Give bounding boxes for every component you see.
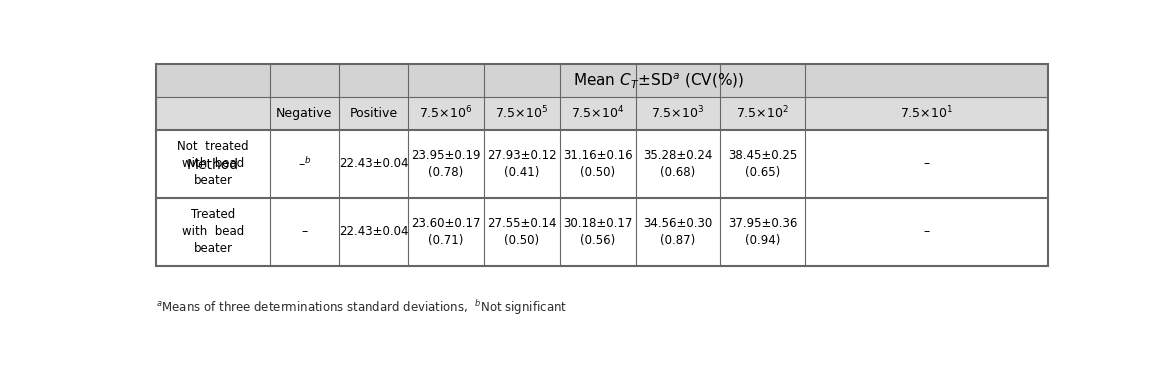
Text: 7.5×10$^1$: 7.5×10$^1$ <box>899 105 953 122</box>
Text: 7.5×10$^6$: 7.5×10$^6$ <box>419 105 473 122</box>
Text: Treated
with  bead
beater: Treated with bead beater <box>182 208 244 255</box>
Bar <box>156 130 1047 266</box>
Text: $^a$Means of three determinations standard deviations,  $^b$Not significant: $^a$Means of three determinations standa… <box>156 298 567 317</box>
Text: 31.16±0.16
(0.50): 31.16±0.16 (0.50) <box>562 149 633 179</box>
Text: 30.18±0.17
(0.56): 30.18±0.17 (0.56) <box>564 217 633 247</box>
Text: 23.95±0.19
(0.78): 23.95±0.19 (0.78) <box>411 149 481 179</box>
Bar <box>156 64 1047 97</box>
Text: Method: Method <box>187 158 239 172</box>
Text: 22.43±0.04: 22.43±0.04 <box>338 158 409 170</box>
Text: Positive: Positive <box>350 107 398 120</box>
Text: –: – <box>923 158 930 170</box>
Text: 23.60±0.17
(0.71): 23.60±0.17 (0.71) <box>411 217 481 247</box>
Text: 7.5×10$^2$: 7.5×10$^2$ <box>736 105 789 122</box>
Text: Not  treated
with  bead
beater: Not treated with bead beater <box>177 140 249 187</box>
Text: 22.43±0.04: 22.43±0.04 <box>338 225 409 238</box>
Bar <box>156 97 1047 130</box>
Bar <box>156 64 1047 266</box>
Text: 7.5×10$^3$: 7.5×10$^3$ <box>652 105 704 122</box>
Text: 34.56±0.30
(0.87): 34.56±0.30 (0.87) <box>643 217 713 247</box>
Text: 37.95±0.36
(0.94): 37.95±0.36 (0.94) <box>728 217 797 247</box>
Text: Negative: Negative <box>276 107 332 120</box>
Text: 27.55±0.14
(0.50): 27.55±0.14 (0.50) <box>487 217 556 247</box>
Text: –: – <box>923 225 930 238</box>
Text: –: – <box>302 225 308 238</box>
Text: 38.45±0.25
(0.65): 38.45±0.25 (0.65) <box>728 149 797 179</box>
Text: –$^b$: –$^b$ <box>297 158 311 170</box>
Text: 35.28±0.24
(0.68): 35.28±0.24 (0.68) <box>643 149 713 179</box>
Text: 7.5×10$^4$: 7.5×10$^4$ <box>571 105 625 122</box>
Text: 7.5×10$^5$: 7.5×10$^5$ <box>495 105 548 122</box>
Text: Mean $C_T\!\pm\!$SD$^a$ (CV(%)): Mean $C_T\!\pm\!$SD$^a$ (CV(%)) <box>573 71 744 90</box>
Text: 27.93±0.12
(0.41): 27.93±0.12 (0.41) <box>487 149 556 179</box>
